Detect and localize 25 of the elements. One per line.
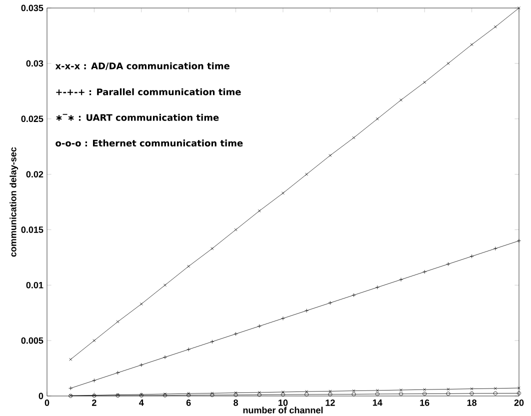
x-tick-label: 12 xyxy=(326,400,335,406)
y-tick-label: 0.035 xyxy=(21,4,44,12)
y-axis-title: communication delay-sec xyxy=(10,147,18,257)
x-tick-label: 16 xyxy=(420,400,430,406)
x-tick-label: 4 xyxy=(139,400,144,406)
x-axis-title: number of channel xyxy=(243,406,323,414)
x-tick-label: 20 xyxy=(514,400,524,406)
y-tick-label: 0.02 xyxy=(26,171,44,178)
y-tick-label: 0.03 xyxy=(26,60,44,67)
x-tick-label: 8 xyxy=(234,400,238,406)
y-tick-label: 0.025 xyxy=(21,116,44,122)
x-tick-label: 18 xyxy=(467,400,477,406)
y-tick-label: 0.01 xyxy=(26,282,44,288)
annotation: o-o-o : Ethernet communication time xyxy=(56,140,243,147)
annotation: x-x-x : AD/DA communication time xyxy=(55,62,230,70)
x-tick-label: 2 xyxy=(92,400,96,406)
y-tick-label: 0 xyxy=(38,392,44,400)
x-tick-label: 10 xyxy=(278,400,288,406)
annotation: ∗‾∗ : UART communication time xyxy=(56,114,219,121)
annotation: +-+-+ : Parallel communication time xyxy=(56,88,241,96)
y-tick-label: 0.005 xyxy=(21,337,44,344)
y-tick-label: 0.015 xyxy=(21,226,44,233)
x-tick-label: 14 xyxy=(372,400,382,406)
x-tick-label: 0 xyxy=(44,400,50,406)
x-tick-label: 6 xyxy=(186,400,191,406)
